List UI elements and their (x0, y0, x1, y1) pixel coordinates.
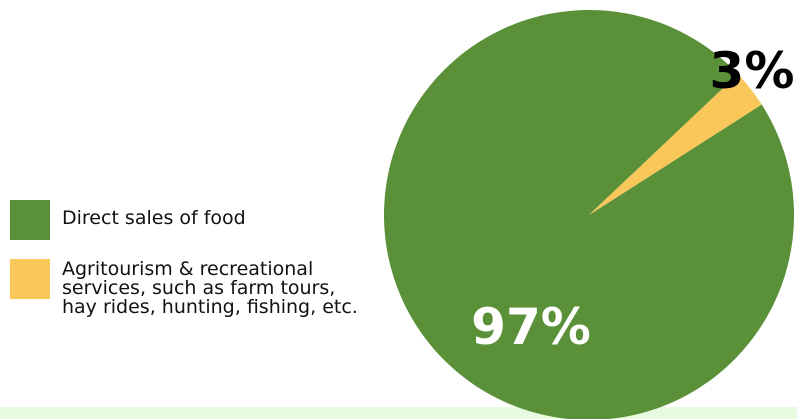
pie-slice-direct-sales (384, 10, 794, 419)
legend-swatch (10, 259, 50, 299)
legend-item-direct-sales: Direct sales of food (10, 200, 246, 240)
data-label-direct-sales: 97% (471, 298, 591, 356)
legend-label-line: hay rides, hunting, fishing, etc. (62, 296, 358, 318)
legend-item-agritourism: Agritourism & recreational services, such… (10, 259, 358, 317)
legend-label-line: services, such as farm tours, (62, 277, 336, 299)
legend-label: Direct sales of food (62, 209, 246, 228)
data-label-agritourism: 3% (710, 42, 795, 100)
legend-label: Agritourism & recreational services, such… (62, 260, 358, 317)
pie-slice-agritourism (589, 74, 762, 215)
legend-label-line: Agritourism & recreational (62, 258, 314, 280)
legend-label-line: Direct sales of food (62, 207, 246, 229)
legend-swatch (10, 200, 50, 240)
